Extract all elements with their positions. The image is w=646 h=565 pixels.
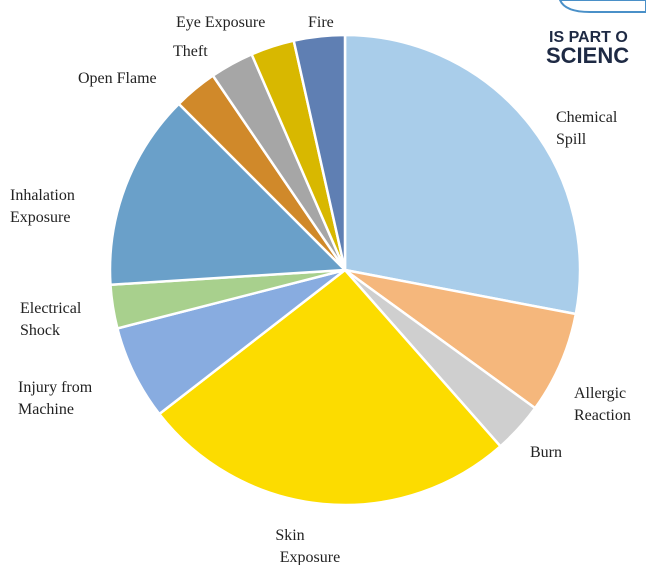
pie-slice-allergic-reaction [344,268,578,410]
partner-logo: IS PART O SCIENC [546,0,646,68]
pie-label-injury-from-machine: Injury from Machine [18,379,93,418]
pie-slice-skin-exposure [157,268,503,507]
pie-label-electrical-shock: Electrical Shock [20,300,82,339]
pie-slice-chemical-spill [343,33,582,316]
pie-labels: Chemical Spill Allergic Reaction Burn Skin Exp… [10,14,631,565]
pie-label-fire: Fire [308,14,334,31]
pie-label-eye-exposure: Eye Exposure [176,14,265,31]
pie-label-inhalation-exposure: Inhalation Exposure [10,187,75,226]
pie-label-allergic-reaction: Allergic Reaction [574,385,631,424]
pie-label-skin-exposure: Skin Exposure [275,527,340,565]
pie-label-chemical-spill: Chemical Spill [556,109,618,148]
pie-slices [108,33,582,507]
pie-label-open-flame: Open Flame [78,70,157,87]
logo-line-1: IS PART O [549,29,628,46]
pie-label-burn: Burn [530,444,562,461]
pie-slice-inhalation-exposure [108,102,348,287]
logo-line-2: SCIENC [546,43,629,68]
pie-slice-fire [292,33,347,271]
pie-label-theft: Theft [173,43,208,60]
logo-shape-icon [558,0,646,13]
